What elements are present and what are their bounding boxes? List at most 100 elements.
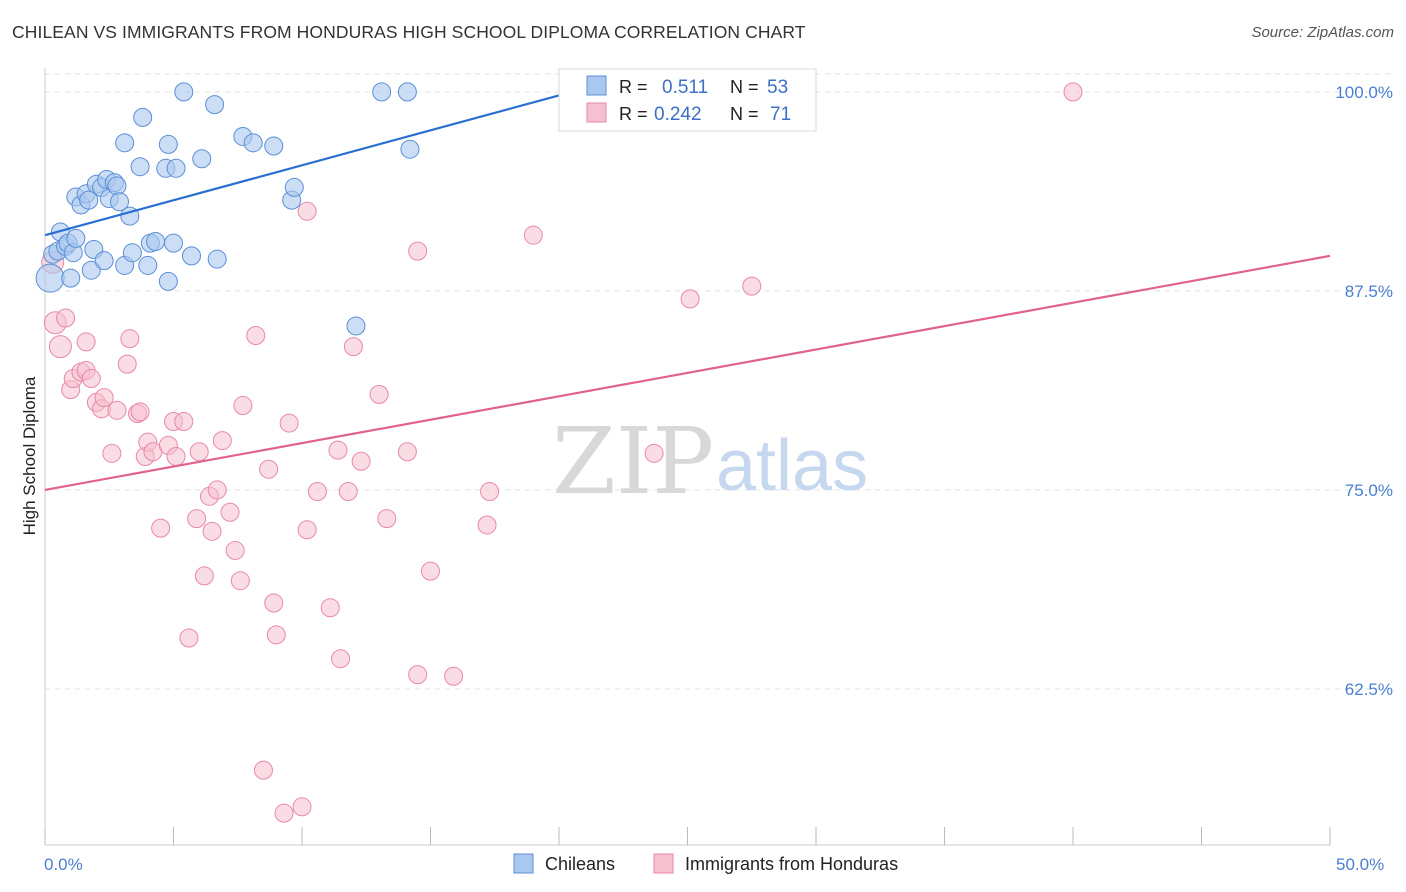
chilean-point bbox=[372, 82, 392, 102]
honduras-point bbox=[274, 803, 294, 823]
x-tick-label-min: 0.0% bbox=[44, 855, 83, 874]
chilean-point bbox=[164, 233, 183, 253]
chilean-point bbox=[79, 190, 99, 210]
y-tick-label-0: 62.5% bbox=[1345, 680, 1393, 699]
chilean-point bbox=[264, 136, 284, 156]
honduras-point bbox=[307, 482, 327, 502]
honduras-point bbox=[107, 400, 127, 420]
honduras-point bbox=[264, 593, 284, 613]
chilean-point bbox=[122, 243, 142, 263]
honduras-point bbox=[477, 515, 497, 535]
chileans-trend-line bbox=[44, 90, 573, 237]
legend-r-label-honduras: R = bbox=[619, 104, 648, 124]
honduras-point bbox=[421, 561, 440, 581]
chilean-point bbox=[61, 268, 81, 288]
chart-title: CHILEAN VS IMMIGRANTS FROM HONDURAS HIGH… bbox=[12, 22, 806, 42]
chilean-point bbox=[138, 255, 158, 275]
honduras-point bbox=[253, 760, 273, 780]
honduras-point bbox=[117, 354, 137, 374]
honduras-point bbox=[444, 666, 464, 686]
y-tick-label-1: 75.0% bbox=[1345, 481, 1393, 500]
watermark-atlas: atlas bbox=[716, 426, 868, 506]
chilean-point bbox=[346, 316, 366, 336]
chilean-point bbox=[166, 158, 186, 178]
honduras-point bbox=[680, 289, 700, 309]
honduras-point bbox=[408, 241, 428, 261]
honduras-point bbox=[292, 797, 312, 817]
honduras-point bbox=[202, 521, 222, 541]
chilean-point bbox=[158, 271, 178, 291]
honduras-point bbox=[343, 337, 363, 357]
correlation-legend: R = 0.511 N = 53 R = 0.242 N = 71 bbox=[558, 68, 817, 132]
honduras-point bbox=[194, 566, 214, 586]
honduras-point bbox=[189, 442, 209, 462]
honduras-point bbox=[377, 509, 397, 529]
chilean-point bbox=[130, 157, 150, 177]
chilean-point bbox=[397, 82, 417, 102]
x-axis-ticks bbox=[44, 827, 1331, 845]
y-tick-label-3: 100.0% bbox=[1335, 83, 1393, 102]
chilean-point bbox=[174, 82, 194, 102]
chilean-point bbox=[207, 249, 227, 269]
legend-r-value-chileans: 0.511 bbox=[662, 77, 708, 98]
y-axis-label: High School Diploma bbox=[20, 376, 39, 535]
honduras-point bbox=[174, 411, 194, 431]
chilean-point bbox=[133, 107, 153, 127]
legend-swatch-honduras bbox=[586, 102, 607, 123]
honduras-point bbox=[338, 482, 358, 502]
chilean-point bbox=[205, 95, 225, 115]
series-legend-swatch-chileans[interactable] bbox=[513, 853, 534, 874]
honduras-point bbox=[48, 335, 72, 359]
chilean-point bbox=[81, 260, 101, 280]
y-tick-labels: 62.5% 75.0% 87.5% 100.0% bbox=[1335, 83, 1393, 699]
chilean-point bbox=[192, 149, 212, 169]
honduras-point bbox=[369, 384, 389, 404]
honduras-point bbox=[259, 459, 279, 479]
honduras-point bbox=[81, 368, 101, 388]
x-tick-label-max: 50.0% bbox=[1336, 855, 1384, 874]
legend-n-label-chileans: N = bbox=[730, 77, 759, 97]
honduras-point bbox=[56, 308, 76, 328]
honduras-point bbox=[351, 451, 371, 471]
honduras-point bbox=[297, 520, 317, 540]
chilean-point bbox=[146, 232, 166, 252]
chilean-point bbox=[107, 176, 127, 196]
watermark-zip: ZIP bbox=[552, 408, 714, 515]
legend-swatch-chileans bbox=[586, 75, 607, 96]
y-tick-label-2: 87.5% bbox=[1345, 282, 1393, 301]
chilean-point bbox=[284, 177, 304, 197]
honduras-point bbox=[246, 325, 266, 345]
chilean-point bbox=[158, 134, 178, 154]
honduras-point bbox=[408, 665, 428, 685]
honduras-point bbox=[230, 571, 250, 591]
honduras-point bbox=[166, 447, 186, 466]
watermark: ZIP atlas bbox=[552, 408, 868, 515]
honduras-point bbox=[94, 388, 114, 408]
honduras-point bbox=[523, 225, 543, 245]
legend-r-label-chileans: R = bbox=[619, 77, 648, 97]
honduras-point bbox=[102, 443, 122, 463]
chilean-point bbox=[243, 133, 263, 153]
source-label: Source: ZipAtlas.com bbox=[1251, 24, 1394, 41]
honduras-point bbox=[76, 332, 96, 352]
series-legend-swatch-honduras[interactable] bbox=[653, 853, 674, 874]
honduras-point bbox=[742, 276, 762, 296]
honduras-point bbox=[397, 442, 417, 462]
honduras-point bbox=[225, 540, 245, 560]
honduras-point bbox=[179, 628, 199, 648]
legend-r-value-honduras: 0.242 bbox=[654, 104, 702, 125]
chilean-point bbox=[110, 192, 130, 212]
honduras-trend-line bbox=[44, 254, 1331, 492]
chilean-point bbox=[94, 251, 114, 271]
honduras-point bbox=[233, 396, 253, 416]
honduras-point bbox=[151, 518, 171, 538]
honduras-point bbox=[207, 480, 227, 500]
honduras-point bbox=[1063, 82, 1083, 102]
honduras-point bbox=[297, 201, 317, 221]
series-legend-label-chileans[interactable]: Chileans bbox=[545, 854, 615, 874]
honduras-point bbox=[328, 440, 348, 460]
series-legend-label-honduras[interactable]: Immigrants from Honduras bbox=[685, 854, 898, 874]
chilean-point bbox=[66, 228, 86, 248]
legend-n-value-honduras: 71 bbox=[770, 104, 791, 125]
